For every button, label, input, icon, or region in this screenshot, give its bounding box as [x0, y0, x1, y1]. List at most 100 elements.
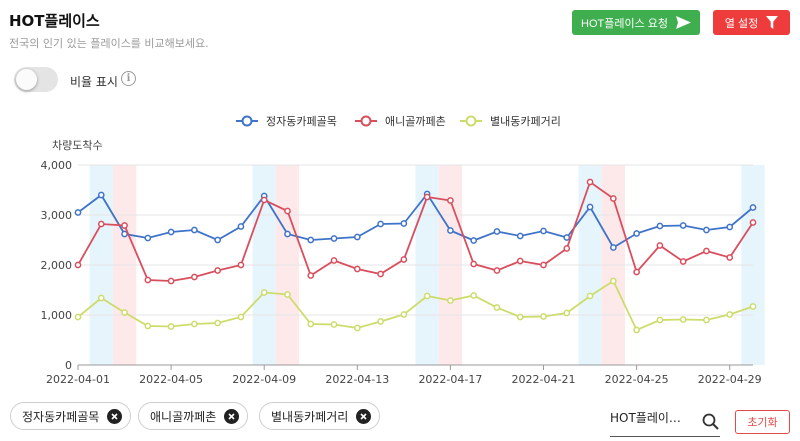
chart-legend: 정자동카페골목 애니골까페촌 별내동카페거리 — [236, 115, 561, 128]
data-point — [609, 244, 617, 251]
legend-item[interactable]: 별내동카페거리 — [460, 115, 561, 128]
data-point — [726, 223, 734, 231]
data-point — [74, 313, 82, 321]
search-input[interactable]: HOT플레이… — [610, 411, 681, 425]
data-point — [167, 323, 175, 330]
data-point — [540, 261, 547, 269]
hotplace-request-button[interactable]: HOT플레이스 요청 — [572, 10, 700, 35]
data-point — [121, 230, 128, 238]
info-icon[interactable]: i — [121, 71, 136, 86]
data-point — [97, 191, 105, 199]
data-point — [516, 257, 524, 265]
data-point — [516, 313, 524, 321]
legend-label: 별내동카페거리 — [490, 115, 561, 128]
column-settings-button[interactable]: 열 설정 — [713, 10, 790, 35]
x-tick-label: 2022-04-21 — [512, 373, 576, 386]
search-icon[interactable] — [702, 413, 719, 430]
data-point — [679, 316, 687, 323]
ratio-toggle[interactable] — [14, 67, 58, 92]
data-point — [423, 193, 431, 201]
data-point — [726, 254, 734, 261]
y-axis-ticks: 0 1,000 2,000 3,000 4,000 — [41, 159, 73, 372]
series-1 — [74, 190, 757, 251]
data-point — [191, 320, 198, 328]
legend-label: 정자동카페골목 — [266, 115, 337, 128]
data-point — [330, 235, 338, 242]
data-point — [353, 324, 361, 332]
data-point — [284, 230, 291, 238]
data-point — [749, 219, 757, 226]
data-point — [679, 222, 687, 229]
data-point — [144, 234, 152, 242]
data-point — [447, 197, 454, 204]
data-point — [703, 316, 710, 324]
data-point — [307, 320, 315, 328]
data-point — [749, 204, 757, 211]
data-point — [97, 220, 105, 228]
data-point — [726, 311, 734, 318]
data-point — [307, 272, 315, 279]
data-point — [377, 318, 384, 325]
data-point — [144, 276, 152, 284]
data-point — [284, 207, 291, 215]
data-point — [74, 261, 82, 269]
data-point — [609, 277, 617, 285]
series-line — [77, 180, 754, 282]
data-point — [353, 265, 361, 273]
legend-marker — [465, 115, 477, 127]
data-point — [353, 233, 361, 241]
y-tick-label: 3,000 — [41, 209, 73, 222]
y-tick-label: 4,000 — [41, 159, 73, 172]
x-tick-label: 2022-04-13 — [325, 373, 389, 386]
chart-grid — [78, 164, 753, 366]
data-point — [74, 209, 82, 216]
legend-item[interactable]: 애니골까페촌 — [355, 115, 446, 128]
data-point — [447, 297, 454, 304]
filter-chip: 애니골까페촌 — [138, 402, 249, 430]
data-point — [260, 196, 268, 204]
data-point — [586, 203, 594, 211]
data-point — [633, 268, 640, 276]
x-axis-ticks: 2022-04-01 2022-04-05 2022-04-09 2022-04-13… — [46, 365, 762, 386]
page-subtitle: 전국의 인기 있는 플레이스를 비교해보세요. — [9, 37, 209, 50]
data-point — [563, 234, 571, 241]
reset-button[interactable]: 초기화 — [735, 410, 790, 434]
data-point — [656, 242, 664, 249]
filter-chip: 정자동카페골목 — [10, 402, 132, 430]
data-point — [586, 178, 594, 186]
send-arrow-icon — [676, 16, 691, 29]
data-point — [470, 237, 478, 244]
data-point — [284, 291, 291, 298]
x-tick-label: 2022-04-05 — [139, 373, 203, 386]
filter-chip: 별내동카페거리 — [259, 402, 381, 430]
search-box[interactable]: HOT플레이… — [610, 407, 720, 437]
close-circle-icon[interactable] — [107, 408, 123, 424]
x-tick-label: 2022-04-09 — [232, 373, 296, 386]
data-point — [609, 195, 617, 202]
data-point — [237, 223, 245, 230]
data-point — [214, 319, 222, 327]
page-title: HOT플레이스 — [9, 12, 100, 30]
data-point — [167, 228, 175, 236]
series-line — [77, 279, 754, 332]
data-point — [260, 289, 268, 296]
data-point — [563, 245, 571, 252]
y-tick-label: 1,000 — [41, 309, 73, 322]
hotplace-request-label: HOT플레이스 요청 — [581, 17, 668, 30]
data-point — [237, 261, 245, 269]
close-circle-icon[interactable] — [356, 408, 372, 424]
y-tick-label: 0 — [65, 359, 72, 372]
data-point — [191, 273, 198, 281]
ratio-toggle-knob[interactable] — [16, 69, 37, 90]
data-point — [633, 230, 640, 237]
legend-marker — [241, 115, 253, 127]
data-point — [400, 220, 408, 227]
legend-item[interactable]: 정자동카페골목 — [236, 115, 337, 128]
close-circle-icon[interactable] — [224, 408, 240, 424]
data-point — [377, 270, 384, 278]
data-point — [400, 311, 408, 318]
x-tick-label: 2022-04-29 — [698, 373, 762, 386]
data-point — [656, 316, 664, 324]
y-axis-title: 차량도착수 — [52, 139, 103, 152]
